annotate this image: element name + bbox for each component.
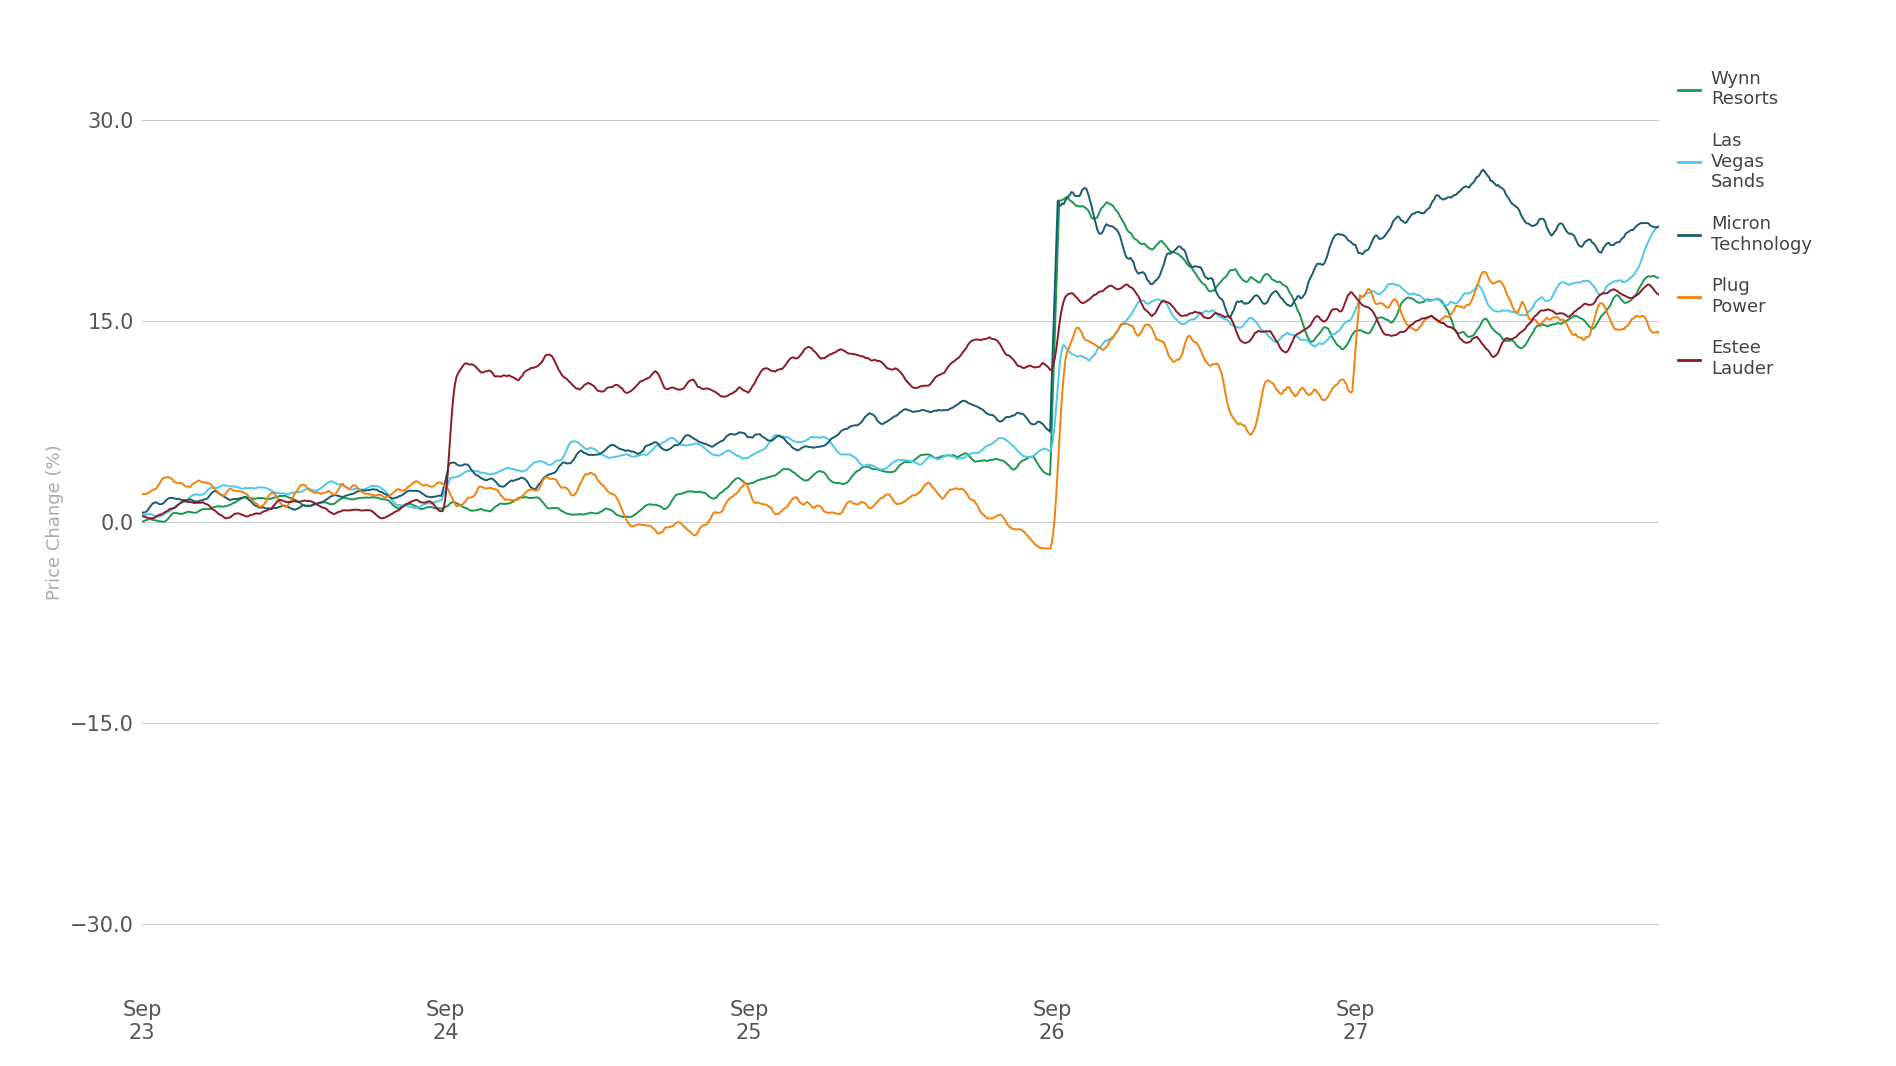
Legend: Wynn
Resorts, Las
Vegas
Sands, Micron
Technology, Plug
Power, Estee
Lauder: Wynn Resorts, Las Vegas Sands, Micron Te…	[1670, 62, 1818, 386]
Y-axis label: Price Change (%): Price Change (%)	[46, 445, 64, 600]
